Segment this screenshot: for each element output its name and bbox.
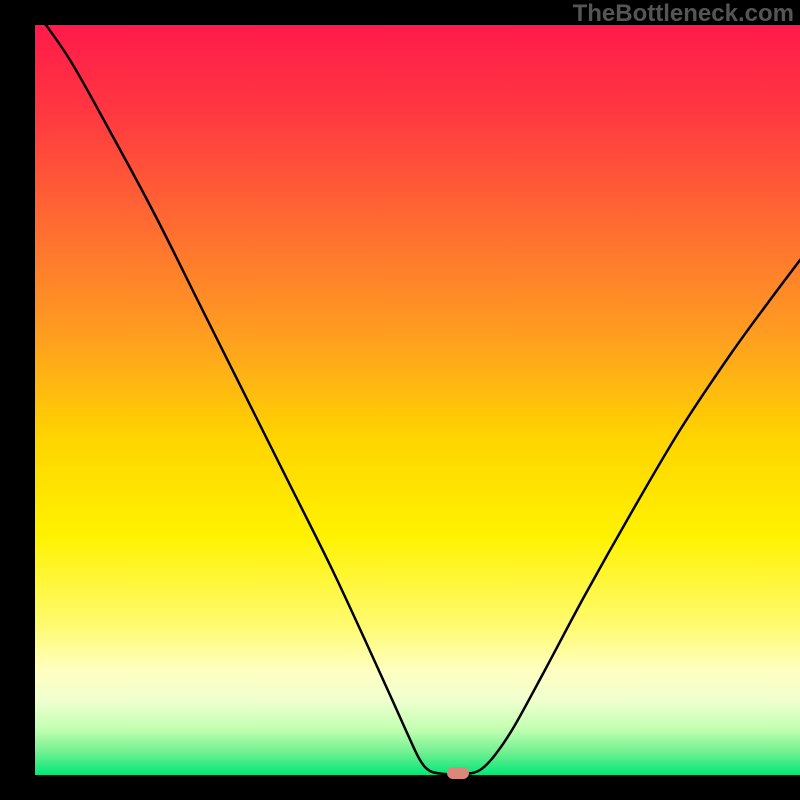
chart-container: TheBottleneck.com	[0, 0, 800, 800]
optimal-marker	[447, 767, 469, 779]
watermark-text: TheBottleneck.com	[573, 0, 794, 28]
gradient-background	[35, 25, 800, 775]
